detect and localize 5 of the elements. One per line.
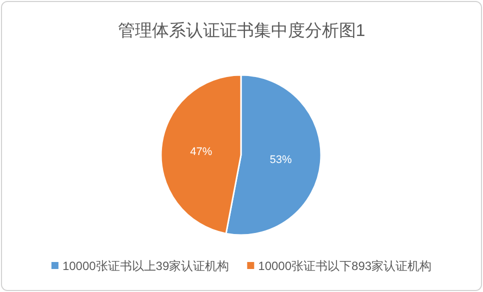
data-label: 53%: [270, 154, 292, 166]
legend-label: 10000张证书以下893家认证机构: [258, 259, 432, 273]
chart-title: 管理体系认证证书集中度分析图1: [118, 21, 366, 40]
legend-label: 10000张证书以上39家认证机构: [62, 259, 230, 273]
data-label: 47%: [190, 146, 212, 158]
